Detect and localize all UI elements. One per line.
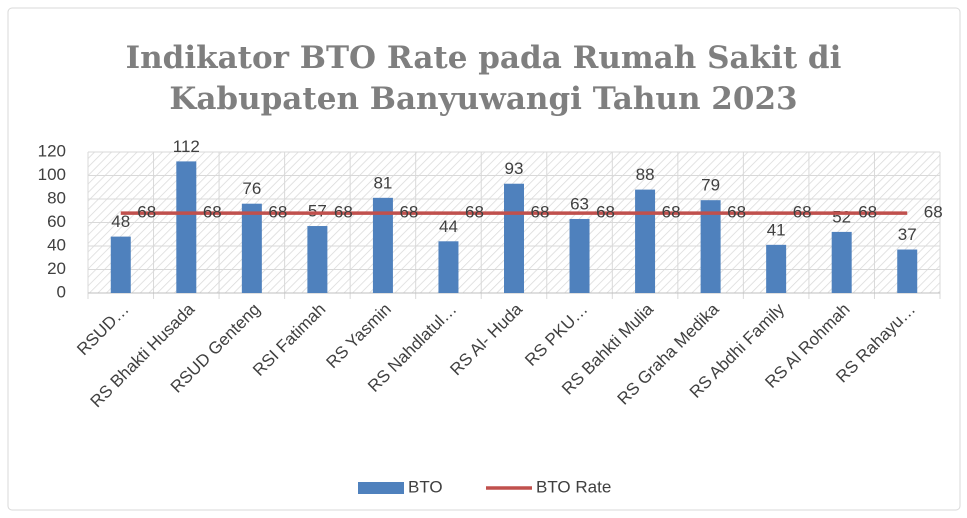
bar bbox=[438, 241, 459, 293]
y-tick-label: 60 bbox=[47, 212, 66, 231]
bar-value-label: 79 bbox=[701, 176, 720, 195]
bar-value-label: 76 bbox=[242, 179, 261, 198]
y-tick-label: 80 bbox=[47, 188, 66, 207]
bar bbox=[831, 231, 852, 293]
bar bbox=[504, 183, 524, 293]
legend-label: BTO Rate bbox=[536, 477, 611, 496]
bar-value-label: 112 bbox=[173, 137, 200, 156]
line-value-label: 68 bbox=[268, 203, 287, 222]
legend-swatch bbox=[358, 482, 404, 494]
legend-label: BTO bbox=[408, 477, 443, 496]
line-value-label: 68 bbox=[727, 203, 746, 222]
line-value-label: 68 bbox=[137, 203, 156, 222]
bar bbox=[635, 189, 656, 293]
line-value-label: 68 bbox=[924, 203, 943, 222]
bar-value-label: 52 bbox=[832, 207, 851, 226]
bar bbox=[569, 218, 590, 293]
line-value-label: 68 bbox=[531, 203, 550, 222]
line-value-label: 68 bbox=[793, 203, 812, 222]
bar bbox=[372, 197, 393, 293]
bar-value-label: 88 bbox=[636, 165, 655, 184]
y-tick-label: 0 bbox=[57, 282, 66, 301]
bar bbox=[176, 161, 197, 293]
bar-value-label: 57 bbox=[308, 202, 327, 221]
line-value-label: 68 bbox=[596, 203, 615, 222]
bar bbox=[897, 249, 918, 293]
bar-value-label: 37 bbox=[898, 225, 917, 244]
bar bbox=[241, 203, 262, 293]
bar-value-label: 48 bbox=[111, 212, 130, 231]
line-value-label: 68 bbox=[662, 203, 681, 222]
chart-title: Indikator BTO Rate pada Rumah Sakit di K… bbox=[125, 40, 842, 117]
y-tick-label: 100 bbox=[38, 165, 66, 184]
line-value-label: 68 bbox=[399, 203, 418, 222]
line-value-label: 68 bbox=[334, 203, 353, 222]
bar-value-label: 41 bbox=[767, 220, 786, 239]
bar-value-label: 93 bbox=[505, 159, 524, 178]
bar-value-label: 81 bbox=[373, 173, 392, 192]
bar bbox=[766, 244, 787, 293]
y-tick-label: 40 bbox=[47, 235, 66, 254]
bar bbox=[700, 200, 721, 293]
y-tick-label: 120 bbox=[38, 141, 66, 160]
line-value-label: 68 bbox=[465, 203, 484, 222]
bar bbox=[307, 226, 328, 293]
line-value-label: 68 bbox=[858, 203, 877, 222]
line-value-label: 68 bbox=[203, 203, 222, 222]
bar bbox=[110, 236, 131, 293]
y-tick-label: 20 bbox=[47, 259, 66, 278]
bar-value-label: 63 bbox=[570, 194, 589, 213]
bar-value-label: 44 bbox=[439, 217, 458, 236]
title-box: Indikator BTO Rate pada Rumah Sakit di K… bbox=[0, 38, 967, 120]
